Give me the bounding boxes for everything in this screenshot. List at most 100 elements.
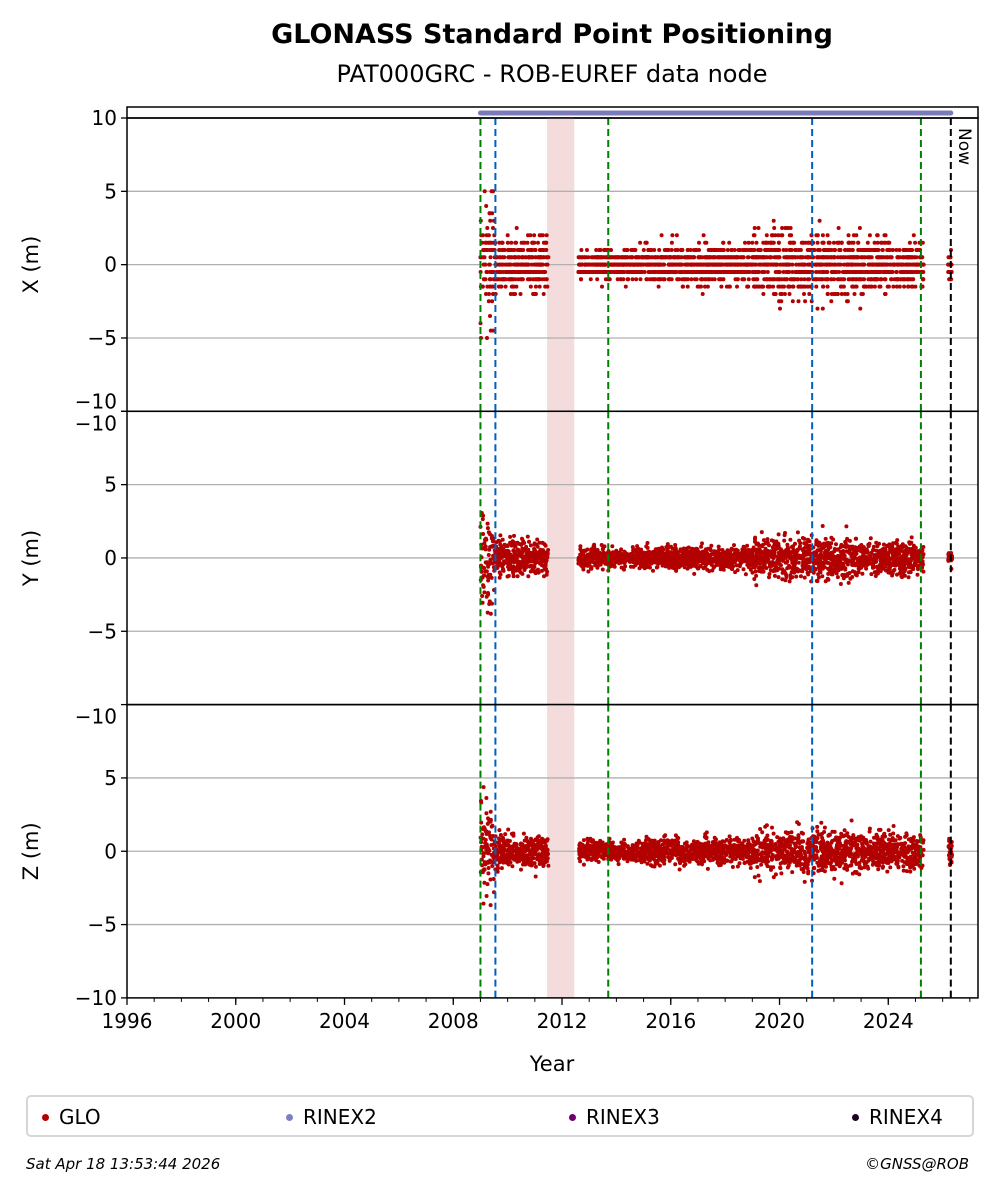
glo-point [485,226,490,230]
glo-point [537,556,542,561]
glo-point [654,255,659,260]
glo-point [892,277,897,282]
glo-point [642,270,647,274]
glo-point [873,277,878,282]
glo-point [527,539,531,544]
glo-point [578,544,583,549]
glo-point [660,556,665,560]
glo-point [535,537,540,542]
glo-point [789,557,794,562]
glo-point [822,545,827,549]
glo-point [679,270,684,274]
y-tick-label: −10 [75,411,117,435]
glo-point [895,262,899,267]
glo-point [752,248,757,252]
glo-point [721,557,726,562]
glo-point [827,240,832,245]
glo-point [707,270,712,274]
glo-point [487,547,492,552]
glo-point [829,270,834,274]
glo-point [757,567,762,572]
glo-point [745,284,750,289]
glo-point [701,559,706,564]
glo-point [601,557,606,562]
glo-point [825,552,830,557]
y-tick-label: 0 [104,253,117,277]
glo-point [525,240,530,245]
glo-point [678,262,683,267]
glo-point [486,233,491,238]
glo-point [894,284,899,289]
glo-point [735,277,740,282]
glo-point [689,277,694,282]
glo-point [488,218,493,223]
glo-point [729,248,734,252]
glo-point [643,240,648,245]
glo-point [682,277,687,282]
glo-point [483,262,487,267]
glo-point [838,255,843,260]
glo-point [742,270,747,274]
glo-point [497,270,502,274]
glo-point [581,567,586,572]
glo-point [904,270,909,274]
glo-point [867,248,872,252]
glo-point [780,226,785,230]
glo-point [576,556,581,561]
glo-point [647,558,652,563]
glo-point [752,577,757,581]
glo-point [627,270,631,274]
glo-point [776,532,781,537]
glo-point [867,541,872,546]
glo-point [595,277,600,282]
glo-point [907,262,912,267]
glo-point [807,292,812,296]
glo-point [895,277,900,282]
glo-point [907,540,912,545]
glo-point [877,262,882,267]
glo-point [801,240,806,245]
glo-point [537,277,541,282]
glo-point [509,240,514,245]
glo-point [851,284,856,289]
glo-point [738,552,743,557]
glo-point [544,240,549,245]
glo-point [792,277,797,282]
glo-point [825,233,830,238]
glo-point [540,233,545,238]
glo-point [770,248,775,252]
glo-point [746,277,751,282]
glo-point [521,559,526,563]
glo-point [817,248,822,252]
glo-point [862,270,867,274]
glo-point [775,270,780,274]
glo-point [724,561,728,566]
glo-point [833,262,838,267]
glo-point [752,226,757,230]
glo-point [788,277,793,282]
glo-point [644,554,649,559]
glo-point [832,554,836,559]
glo-point [886,544,891,549]
glo-point [727,284,732,289]
glo-point [756,226,761,230]
glo-point [780,577,785,582]
glo-point [843,248,848,252]
glo-point [623,564,628,569]
glo-point [887,240,892,245]
glo-point [668,550,673,555]
glo-point [532,541,537,546]
glo-point [715,556,720,561]
glo-point [798,270,802,274]
glo-point [481,584,486,589]
glo-point [791,564,796,569]
glo-point [823,549,828,553]
glo-point [860,248,865,252]
glo-point [787,563,791,568]
glo-point [501,568,506,573]
glo-point [824,262,829,267]
glo-point [489,189,494,194]
glo-point [814,578,819,583]
glo-point [902,255,907,260]
glo-point [869,284,874,289]
